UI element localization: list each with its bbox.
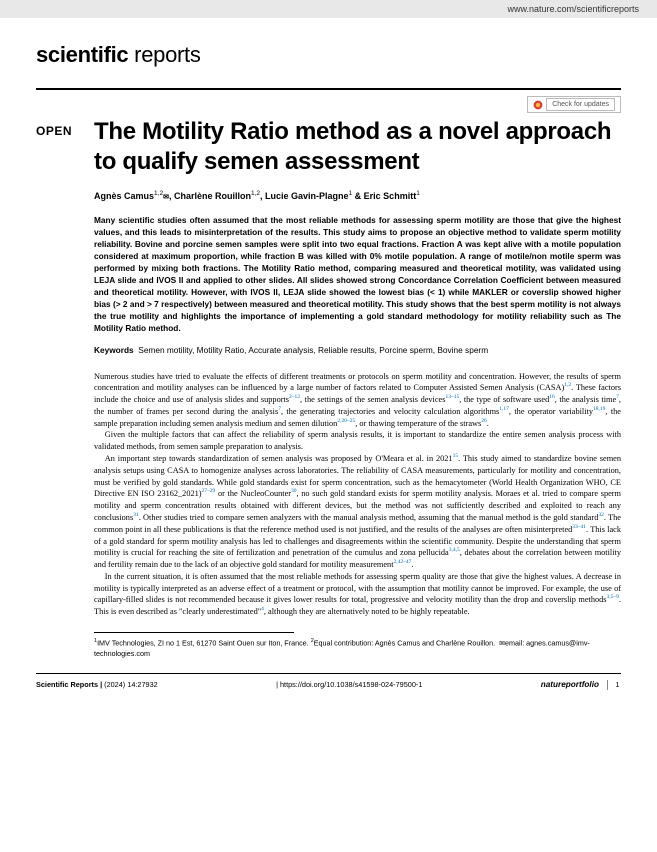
body-paragraph-1: Numerous studies have tried to evaluate …: [94, 371, 621, 430]
article-title: The Motility Ratio method as a novel app…: [94, 117, 621, 176]
keywords: Keywords Semen motility, Motility Ratio,…: [94, 345, 621, 356]
body-paragraph-4: In the current situation, it is often as…: [94, 571, 621, 618]
left-column: OPEN: [36, 117, 80, 659]
keywords-label: Keywords: [94, 345, 134, 355]
top-url[interactable]: www.nature.com/scientificreports: [507, 4, 639, 14]
author-list: Agnès Camus1,2✉, Charlène Rouillon1,2, L…: [94, 190, 621, 202]
check-updates-label: Check for updates: [546, 98, 615, 111]
footer-citation: (2024) 14:27932: [104, 680, 158, 689]
body-paragraph-3: An important step towards standardizatio…: [94, 453, 621, 571]
abstract: Many scientific studies often assumed th…: [94, 214, 621, 334]
top-url-bar: www.nature.com/scientificreports: [0, 0, 657, 18]
footer-page: 1: [607, 680, 621, 690]
journal-name: scientific reports: [36, 40, 621, 70]
footer-publisher: natureportfolio: [541, 680, 599, 689]
journal-name-light: reports: [128, 42, 200, 67]
main-content: OPEN The Motility Ratio method as a nove…: [0, 117, 657, 673]
journal-name-bold: scientific: [36, 42, 128, 67]
body-paragraph-2: Given the multiple factors that can affe…: [94, 429, 621, 453]
right-column: The Motility Ratio method as a novel app…: [94, 117, 621, 659]
journal-header: scientific reports: [0, 18, 657, 76]
open-access-label: OPEN: [36, 123, 80, 139]
page-footer: Scientific Reports | (2024) 14:27932 | h…: [36, 673, 621, 704]
footer-left: Scientific Reports | (2024) 14:27932: [36, 680, 158, 690]
footer-doi[interactable]: | https://doi.org/10.1038/s41598-024-795…: [158, 680, 541, 690]
check-updates-row: Check for updates: [0, 90, 657, 117]
affiliation-rule: [94, 632, 294, 633]
check-updates-button[interactable]: Check for updates: [527, 96, 621, 113]
footer-journal: Scientific Reports |: [36, 680, 102, 689]
footer-right: natureportfolio 1: [541, 679, 621, 690]
keywords-text: Semen motility, Motility Ratio, Accurate…: [138, 345, 488, 355]
affiliations: 1IMV Technologies, ZI no 1 Est, 61270 Sa…: [94, 638, 621, 659]
crossmark-icon: [533, 100, 543, 110]
